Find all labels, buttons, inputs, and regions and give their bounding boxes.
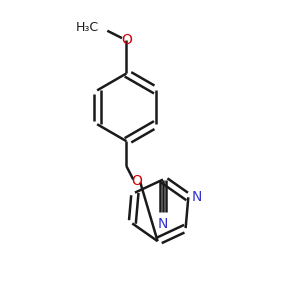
Text: N: N: [192, 190, 202, 204]
Text: N: N: [158, 217, 168, 231]
Text: O: O: [121, 33, 132, 46]
Text: H₃C: H₃C: [75, 21, 98, 34]
Text: O: O: [131, 174, 142, 188]
